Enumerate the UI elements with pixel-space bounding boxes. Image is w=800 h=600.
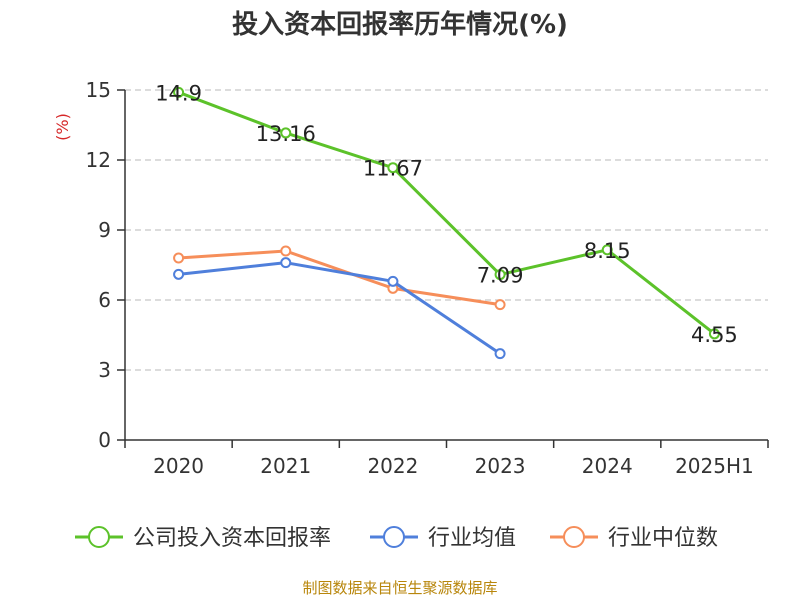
x-tick-label: 2020	[153, 454, 204, 478]
y-tick-label: 3	[98, 358, 111, 382]
data-point	[387, 162, 399, 174]
legend[interactable]: 公司投入资本回报率 行业均值 行业中位数	[75, 526, 718, 551]
data-point	[280, 127, 292, 139]
gridlines	[125, 89, 768, 371]
x-tick-label: 2022	[367, 454, 418, 478]
series-line-0	[178, 90, 716, 336]
x-tick-label: 2025H1	[675, 454, 754, 478]
data-label: 8.15	[584, 239, 631, 263]
source-note: 制图数据来自恒生聚源数据库	[302, 579, 497, 597]
data-point	[173, 252, 185, 264]
data-point	[280, 257, 292, 269]
y-tick-label: 15	[86, 78, 111, 102]
data-labels: 14.9 13.16 11.67 7.09 8.15 4.55	[155, 81, 738, 347]
legend-label: 行业均值	[428, 526, 516, 551]
legend-item-0[interactable]: 公司投入资本回报率	[75, 526, 331, 551]
y-tick-label: 9	[98, 218, 111, 242]
legend-label: 行业中位数	[608, 526, 718, 551]
data-point	[387, 275, 399, 287]
data-point	[601, 244, 613, 256]
data-point	[708, 328, 720, 340]
chart-title: 投入资本回报率历年情况(%)	[232, 9, 568, 40]
legend-marker	[88, 526, 110, 548]
data-label: 14.9	[155, 81, 202, 105]
legend-label: 公司投入资本回报率	[133, 526, 331, 551]
legend-item-1[interactable]: 行业均值	[370, 526, 516, 551]
series-line-2	[178, 249, 501, 307]
y-axis-label: (%)	[53, 113, 72, 141]
axes: 0 3 6 9 12 15 2020 2021 2022 2023 2024 2025H1	[86, 78, 769, 478]
legend-item-2[interactable]: 行业中位数	[550, 526, 718, 551]
series-line-1	[178, 261, 501, 355]
data-label: 7.09	[477, 264, 524, 288]
data-point	[494, 299, 506, 311]
x-tick-label: 2021	[260, 454, 311, 478]
x-tick-label: 2024	[582, 454, 633, 478]
series-layer	[173, 86, 720, 360]
y-tick-label: 6	[98, 288, 111, 312]
data-point	[494, 348, 506, 360]
data-label: 4.55	[691, 323, 738, 347]
data-point	[494, 269, 506, 281]
legend-marker	[563, 526, 585, 548]
y-tick-label: 12	[86, 148, 111, 172]
data-point	[280, 245, 292, 257]
legend-marker	[383, 526, 405, 548]
data-label: 11.67	[363, 157, 423, 181]
x-tick-label: 2023	[475, 454, 526, 478]
data-point	[173, 268, 185, 280]
data-point	[173, 86, 185, 98]
data-label: 13.16	[256, 122, 316, 146]
y-tick-label: 0	[98, 428, 111, 452]
